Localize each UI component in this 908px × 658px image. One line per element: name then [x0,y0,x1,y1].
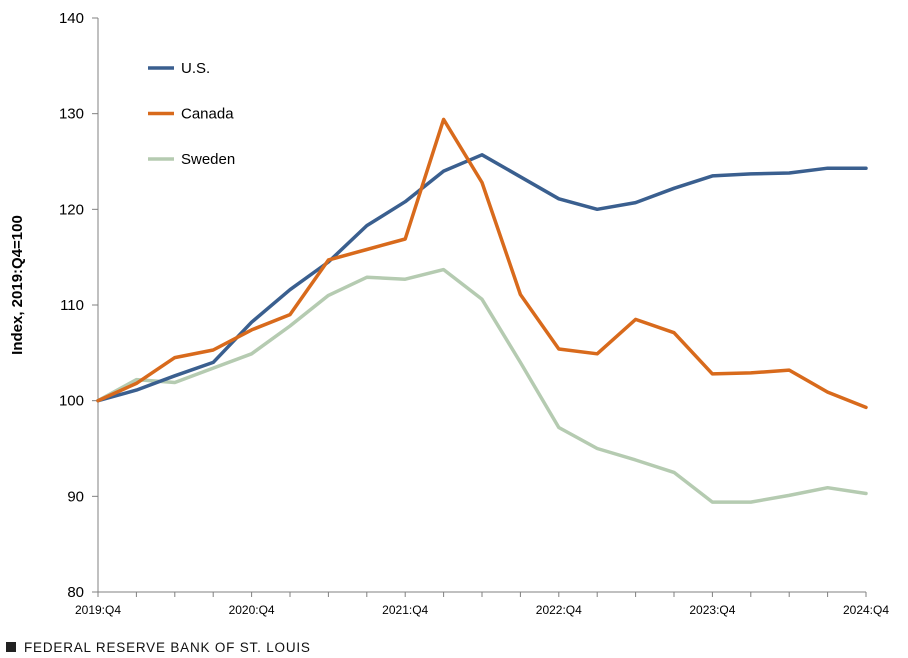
axes [97,18,866,593]
y-tick-label: 100 [59,393,84,410]
legend-label: Canada [181,106,234,123]
y-tick-label: 130 [59,106,84,123]
y-tick-label: 90 [67,488,84,505]
footer-source-text: FEDERAL RESERVE BANK OF ST. LOUIS [24,640,311,655]
y-axis-title: Index, 2019:Q4=100 [9,215,26,355]
x-tick-label: 2021:Q4 [382,603,428,617]
legend-label: Sweden [181,151,235,168]
x-tick-label: 2022:Q4 [536,603,582,617]
line-chart: 80 90 100 110 120 130 140 2019:Q4 2020:Q4 2021:Q… [9,10,889,617]
legend-label: U.S. [181,60,210,77]
x-tick-label: 2023:Q4 [689,603,735,617]
y-axis-ticks: 80 90 100 110 120 130 140 [59,10,98,601]
y-tick-label: 120 [59,201,84,218]
x-tick-label: 2024:Q4 [843,603,889,617]
x-tick-label: 2020:Q4 [229,603,275,617]
x-tick-label: 2019:Q4 [75,603,121,617]
y-tick-label: 110 [60,297,84,314]
series-line-sweden [96,267,868,504]
legend: U.S. Canada Sweden [148,60,235,168]
footer-source: FEDERAL RESERVE BANK OF ST. LOUIS [6,640,311,655]
square-bullet-icon [6,642,16,652]
y-tick-label: 80 [67,584,84,601]
series-line-canada [96,117,868,410]
y-tick-label: 140 [59,10,84,27]
x-axis-ticks: 2019:Q4 2020:Q4 2021:Q4 2022:Q4 2023:Q4 2024:… [75,592,889,617]
series-lines [96,117,868,504]
series-line-us [96,153,868,403]
